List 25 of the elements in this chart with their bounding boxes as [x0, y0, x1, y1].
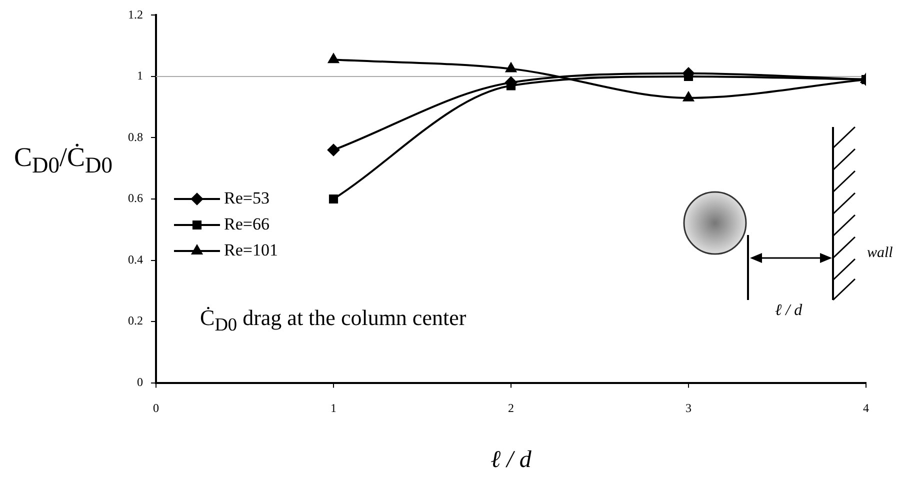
point: [683, 92, 694, 102]
legend-label: Re=66: [224, 214, 270, 234]
point: [328, 194, 338, 204]
y-tick-label: 0.8: [128, 130, 143, 144]
y-axis-title: C$_{D0}$/Ċ$_{D0}$: [14, 142, 113, 178]
x-tick-label: 0: [153, 401, 159, 416]
x-tick-label: 1: [330, 401, 336, 416]
point: [328, 54, 339, 64]
y-tick-label: 0.2: [128, 314, 143, 328]
point: [328, 144, 340, 156]
y-tick-label: 1.2: [128, 7, 143, 22]
y-tick-label: 0.4: [128, 252, 143, 266]
x-axis-title: ℓ / d: [490, 446, 532, 473]
legend-label: Re=53: [224, 188, 270, 208]
legend-label: Re=101: [224, 240, 278, 260]
x-tick-label: 2: [508, 401, 514, 416]
point: [506, 62, 516, 72]
y-tick-label: 1: [137, 68, 143, 83]
annotation: ℓ / d: [775, 302, 802, 320]
x-tick-label: 4: [863, 401, 869, 416]
y-tick-label: 0: [137, 374, 143, 389]
annotation: Ċ$_{D0}$ drag at the column center: [200, 305, 466, 336]
x-tick-label: 3: [686, 401, 692, 416]
y-tick-label: 0.6: [128, 191, 143, 206]
text: wall: [867, 245, 893, 262]
